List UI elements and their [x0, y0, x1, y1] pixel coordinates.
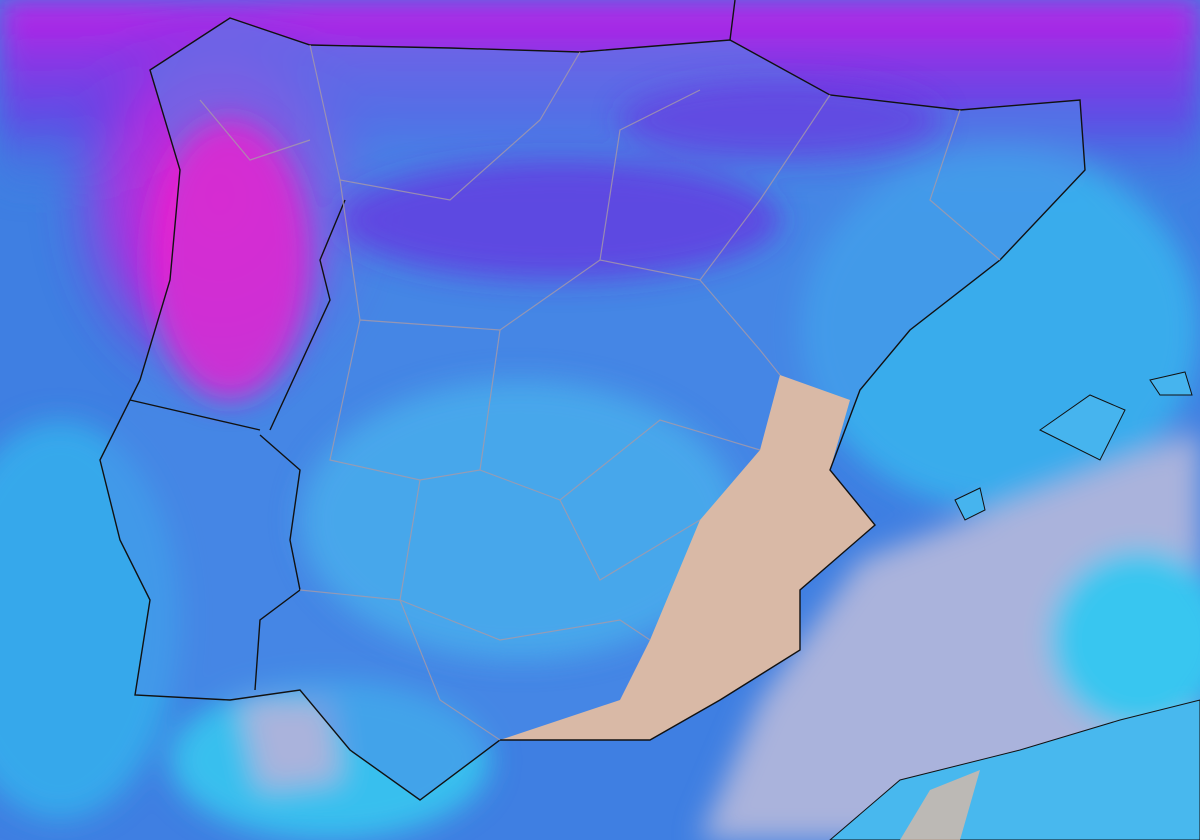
country-border [129, 0, 736, 691]
land-rain-field [150, 80, 940, 660]
coastline [99, 17, 1086, 801]
regional-borders [199, 44, 1001, 741]
balearic-islands [954, 371, 1193, 521]
dry-area [500, 375, 875, 740]
